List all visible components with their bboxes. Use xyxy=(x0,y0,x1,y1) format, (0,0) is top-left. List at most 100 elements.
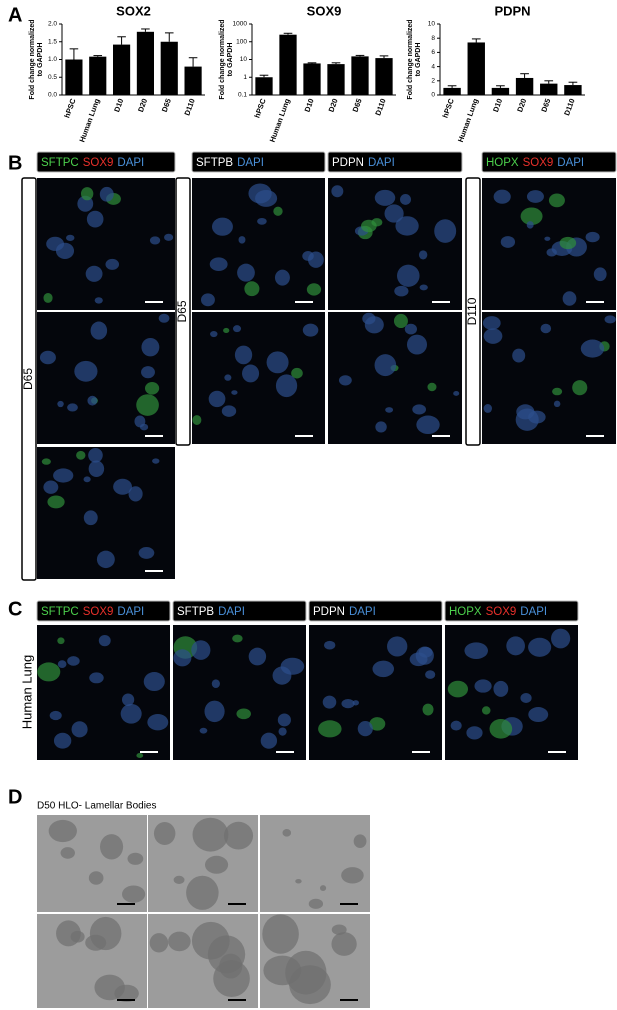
micrograph-detail xyxy=(464,642,488,659)
micrograph-detail xyxy=(526,190,544,203)
micrograph-detail xyxy=(447,680,469,698)
micrograph-detail xyxy=(83,476,91,483)
micrograph-detail xyxy=(412,404,427,415)
x-tick-label: D20 xyxy=(515,97,528,113)
micrograph xyxy=(328,178,462,310)
micrograph-detail xyxy=(248,647,267,666)
micrograph-detail xyxy=(53,732,72,749)
micrograph-detail xyxy=(89,672,104,684)
channel-name: DAPI xyxy=(218,606,245,618)
x-tick-label: D110 xyxy=(182,97,196,117)
micrograph-detail xyxy=(128,486,143,502)
side-label: D110 xyxy=(465,297,479,325)
micrograph-detail xyxy=(540,323,552,334)
y-axis-label: to GAPDH xyxy=(415,43,422,77)
micrograph-detail xyxy=(224,374,232,381)
micrograph-detail xyxy=(364,316,384,334)
micrograph-detail xyxy=(559,236,577,250)
micrograph-detail xyxy=(57,400,64,408)
micrograph-detail xyxy=(213,960,250,998)
micrograph-detail xyxy=(404,323,417,335)
x-tick-label: D110 xyxy=(562,97,576,117)
micrograph-detail xyxy=(66,234,75,241)
micrograph-detail xyxy=(544,236,551,241)
x-tick-label: hPSC xyxy=(62,97,77,119)
micrograph-detail xyxy=(572,380,588,396)
micrograph-detail xyxy=(238,236,246,244)
micrograph-detail xyxy=(255,189,278,207)
channel-label: PDPN DAPI xyxy=(332,157,395,169)
y-tick-label: 10 xyxy=(428,21,436,28)
micrograph-detail xyxy=(88,460,105,477)
channel-name: SFTPC xyxy=(41,157,79,169)
bar xyxy=(136,31,154,96)
bar xyxy=(515,77,534,95)
micrograph-detail xyxy=(105,258,120,270)
chart-title: PDPN xyxy=(494,3,530,18)
micrograph-detail xyxy=(552,387,563,396)
micrograph-detail xyxy=(223,327,230,334)
micrograph-detail xyxy=(122,885,146,903)
micrograph-detail xyxy=(173,875,185,884)
micrograph-detail xyxy=(204,700,225,723)
micrograph-detail xyxy=(186,875,219,910)
micrograph-detail xyxy=(331,924,347,935)
micrograph-detail xyxy=(233,325,242,333)
micrograph-detail xyxy=(237,263,255,282)
y-tick-label: 0.5 xyxy=(48,74,57,81)
bar xyxy=(65,59,83,95)
micrograph-detail xyxy=(121,693,135,706)
micrograph-detail xyxy=(415,646,434,665)
micrograph-detail xyxy=(67,656,80,666)
channel-label: HOPX SOX9 DAPI xyxy=(449,606,547,618)
channel-name: HOPX xyxy=(449,606,482,618)
bar xyxy=(160,41,178,95)
channel-name: SOX9 xyxy=(523,157,554,169)
micrograph-detail xyxy=(149,236,161,245)
bar xyxy=(375,58,393,95)
bar xyxy=(113,44,131,95)
x-tick-label: D65 xyxy=(351,97,364,113)
micrograph-detail xyxy=(173,649,192,667)
channel-label: SFTPC SOX9 DAPI xyxy=(41,606,144,618)
micrograph-detail xyxy=(192,415,202,425)
micrograph-detail xyxy=(262,914,299,954)
y-tick-label: 10 xyxy=(240,56,248,63)
bar xyxy=(467,42,485,95)
micrograph-detail xyxy=(209,257,228,272)
y-tick-label: 8 xyxy=(431,35,435,42)
micrograph-detail xyxy=(57,660,67,669)
micrograph-detail xyxy=(512,348,526,363)
micrograph-detail xyxy=(493,189,511,204)
channel-name: SOX9 xyxy=(486,606,517,618)
y-tick-label: 1.0 xyxy=(48,56,57,63)
micrograph-detail xyxy=(506,636,525,656)
micrograph-detail xyxy=(168,931,191,952)
y-tick-label: 1000 xyxy=(233,21,248,28)
micrograph-detail xyxy=(374,189,396,206)
micrograph-detail xyxy=(419,284,428,291)
channel-header xyxy=(481,151,617,173)
channel-header xyxy=(36,151,176,173)
micrograph-detail xyxy=(291,367,303,379)
channel-name: SOX9 xyxy=(83,157,114,169)
channel-header xyxy=(444,600,579,622)
panel-title: D50 HLO- Lamellar Bodies xyxy=(37,801,157,812)
micrograph-detail xyxy=(375,421,387,433)
micrograph-detail xyxy=(191,921,230,960)
micrograph-detail xyxy=(369,717,386,731)
micrograph-detail xyxy=(553,400,561,408)
channel-name: DAPI xyxy=(557,157,584,169)
micrograph-detail xyxy=(90,321,108,340)
micrograph-detail xyxy=(395,216,419,236)
micrograph-detail xyxy=(234,345,253,365)
micrograph-detail xyxy=(191,640,211,660)
micrograph-detail xyxy=(278,727,287,736)
channel-name: DAPI xyxy=(368,157,395,169)
micrograph xyxy=(482,312,616,444)
micrograph-detail xyxy=(352,700,359,706)
y-axis-label: Fold change normalized xyxy=(219,19,226,99)
micrograph-detail xyxy=(87,395,98,406)
micrograph-detail xyxy=(260,732,278,749)
micrograph-detail xyxy=(434,219,457,243)
